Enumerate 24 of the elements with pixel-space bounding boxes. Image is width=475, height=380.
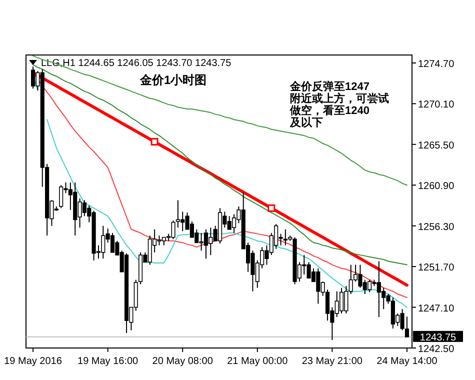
y-tick-label: 1260.90: [418, 181, 455, 192]
x-tick-label: 23 May 21:00: [302, 356, 363, 367]
x-tick-label: 20 May 08:00: [152, 356, 214, 367]
y-tick-label: 1247.10: [418, 303, 455, 314]
candlestick: [232, 214, 236, 234]
candlestick: [204, 228, 208, 260]
y-tick-label: 1274.70: [418, 58, 455, 70]
candlestick: [339, 287, 344, 314]
x-tick-label: 24 May 14:00: [376, 356, 438, 367]
y-tick-label: 1265.50: [418, 140, 455, 152]
y-tick-label: 1270.10: [418, 100, 455, 111]
x-tick-label: 19 May 2016: [4, 356, 62, 367]
annotation: 金价反弹至1247附近或上方，可尝试做空，看至1240及以下: [289, 80, 389, 129]
candlestick: [110, 232, 115, 253]
y-tick-label: 1251.70: [418, 262, 455, 274]
x-tick-label: 19 May 16:00: [78, 356, 139, 367]
x-tick-label: 21 May 00:00: [227, 356, 288, 367]
candlestick: [31, 66, 36, 90]
text: 金价1小时图: [139, 73, 207, 87]
ref-line-label: 1243.75: [420, 332, 457, 344]
y-tick-label: 1256.30: [418, 222, 455, 233]
candlestick: [404, 316, 409, 338]
line-series: [32, 55, 408, 186]
y-tick-label: 1242.50: [418, 344, 455, 355]
